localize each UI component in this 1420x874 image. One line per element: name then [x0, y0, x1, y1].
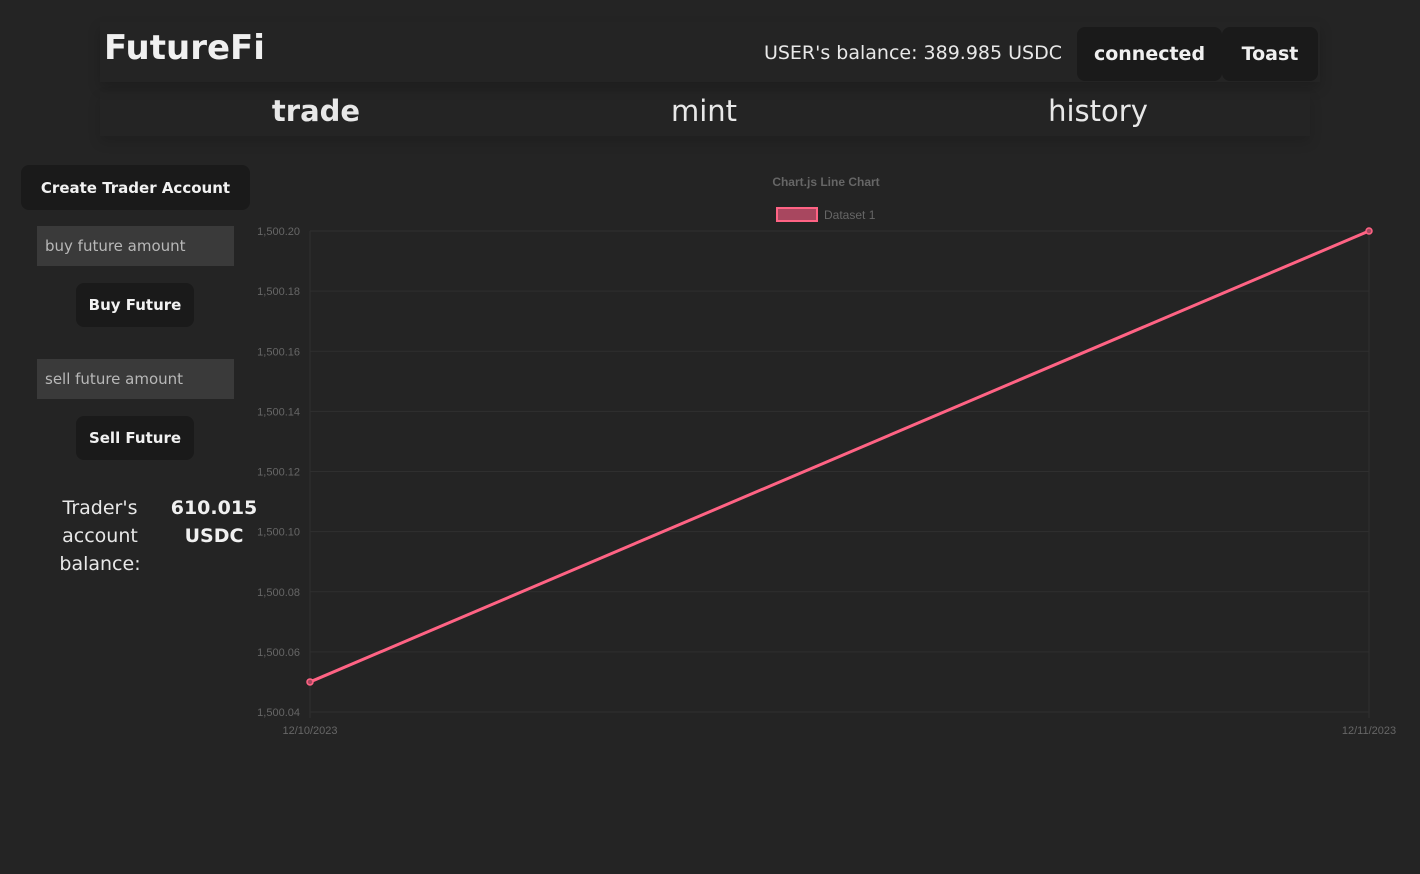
- buy-future-amount-input[interactable]: [37, 226, 234, 266]
- series-line: [309, 229, 1370, 684]
- main-nav: trade mint history: [100, 92, 1310, 136]
- user-balance-text: USER's balance: 389.985 USDC: [763, 42, 1062, 64]
- trader-balance-label: Trader's account balance:: [59, 497, 141, 575]
- y-tick-label: 1,500.20: [257, 226, 300, 238]
- y-tick-label: 1,500.16: [257, 346, 300, 358]
- chart-title: Chart.js Line Chart: [772, 175, 879, 189]
- y-tick-label: 1,500.10: [257, 527, 300, 539]
- tab-trade[interactable]: trade: [271, 94, 361, 128]
- y-tick-label: 1,500.18: [257, 286, 300, 298]
- tab-mint[interactable]: mint: [670, 94, 738, 128]
- app-header: FutureFi USER's balance: 389.985 USDC co…: [100, 22, 1320, 82]
- y-tick-label: 1,500.12: [257, 467, 300, 479]
- y-tick-label: 1,500.08: [257, 587, 300, 599]
- x-tick-label: 12/11/2023: [1342, 725, 1396, 737]
- data-point: [1365, 227, 1373, 235]
- connected-button[interactable]: connected: [1077, 27, 1222, 81]
- y-tick-label: 1,500.14: [257, 406, 300, 418]
- data-point: [306, 678, 314, 686]
- toast-button[interactable]: Toast: [1222, 27, 1318, 81]
- create-trader-account-button[interactable]: Create Trader Account: [21, 165, 250, 210]
- tab-history[interactable]: history: [1048, 94, 1148, 128]
- y-tick-label: 1,500.04: [257, 707, 300, 719]
- legend-swatch: [776, 207, 818, 222]
- x-tick-label: 12/10/2023: [282, 725, 337, 737]
- legend-label: Dataset 1: [824, 208, 876, 222]
- app-title: FutureFi: [104, 28, 265, 68]
- trader-balance-value: 610.015 USDC: [170, 497, 258, 547]
- sell-future-amount-input[interactable]: [37, 359, 234, 399]
- sell-future-button[interactable]: Sell Future: [76, 416, 194, 460]
- y-tick-label: 1,500.06: [257, 647, 300, 659]
- buy-future-button[interactable]: Buy Future: [76, 283, 194, 327]
